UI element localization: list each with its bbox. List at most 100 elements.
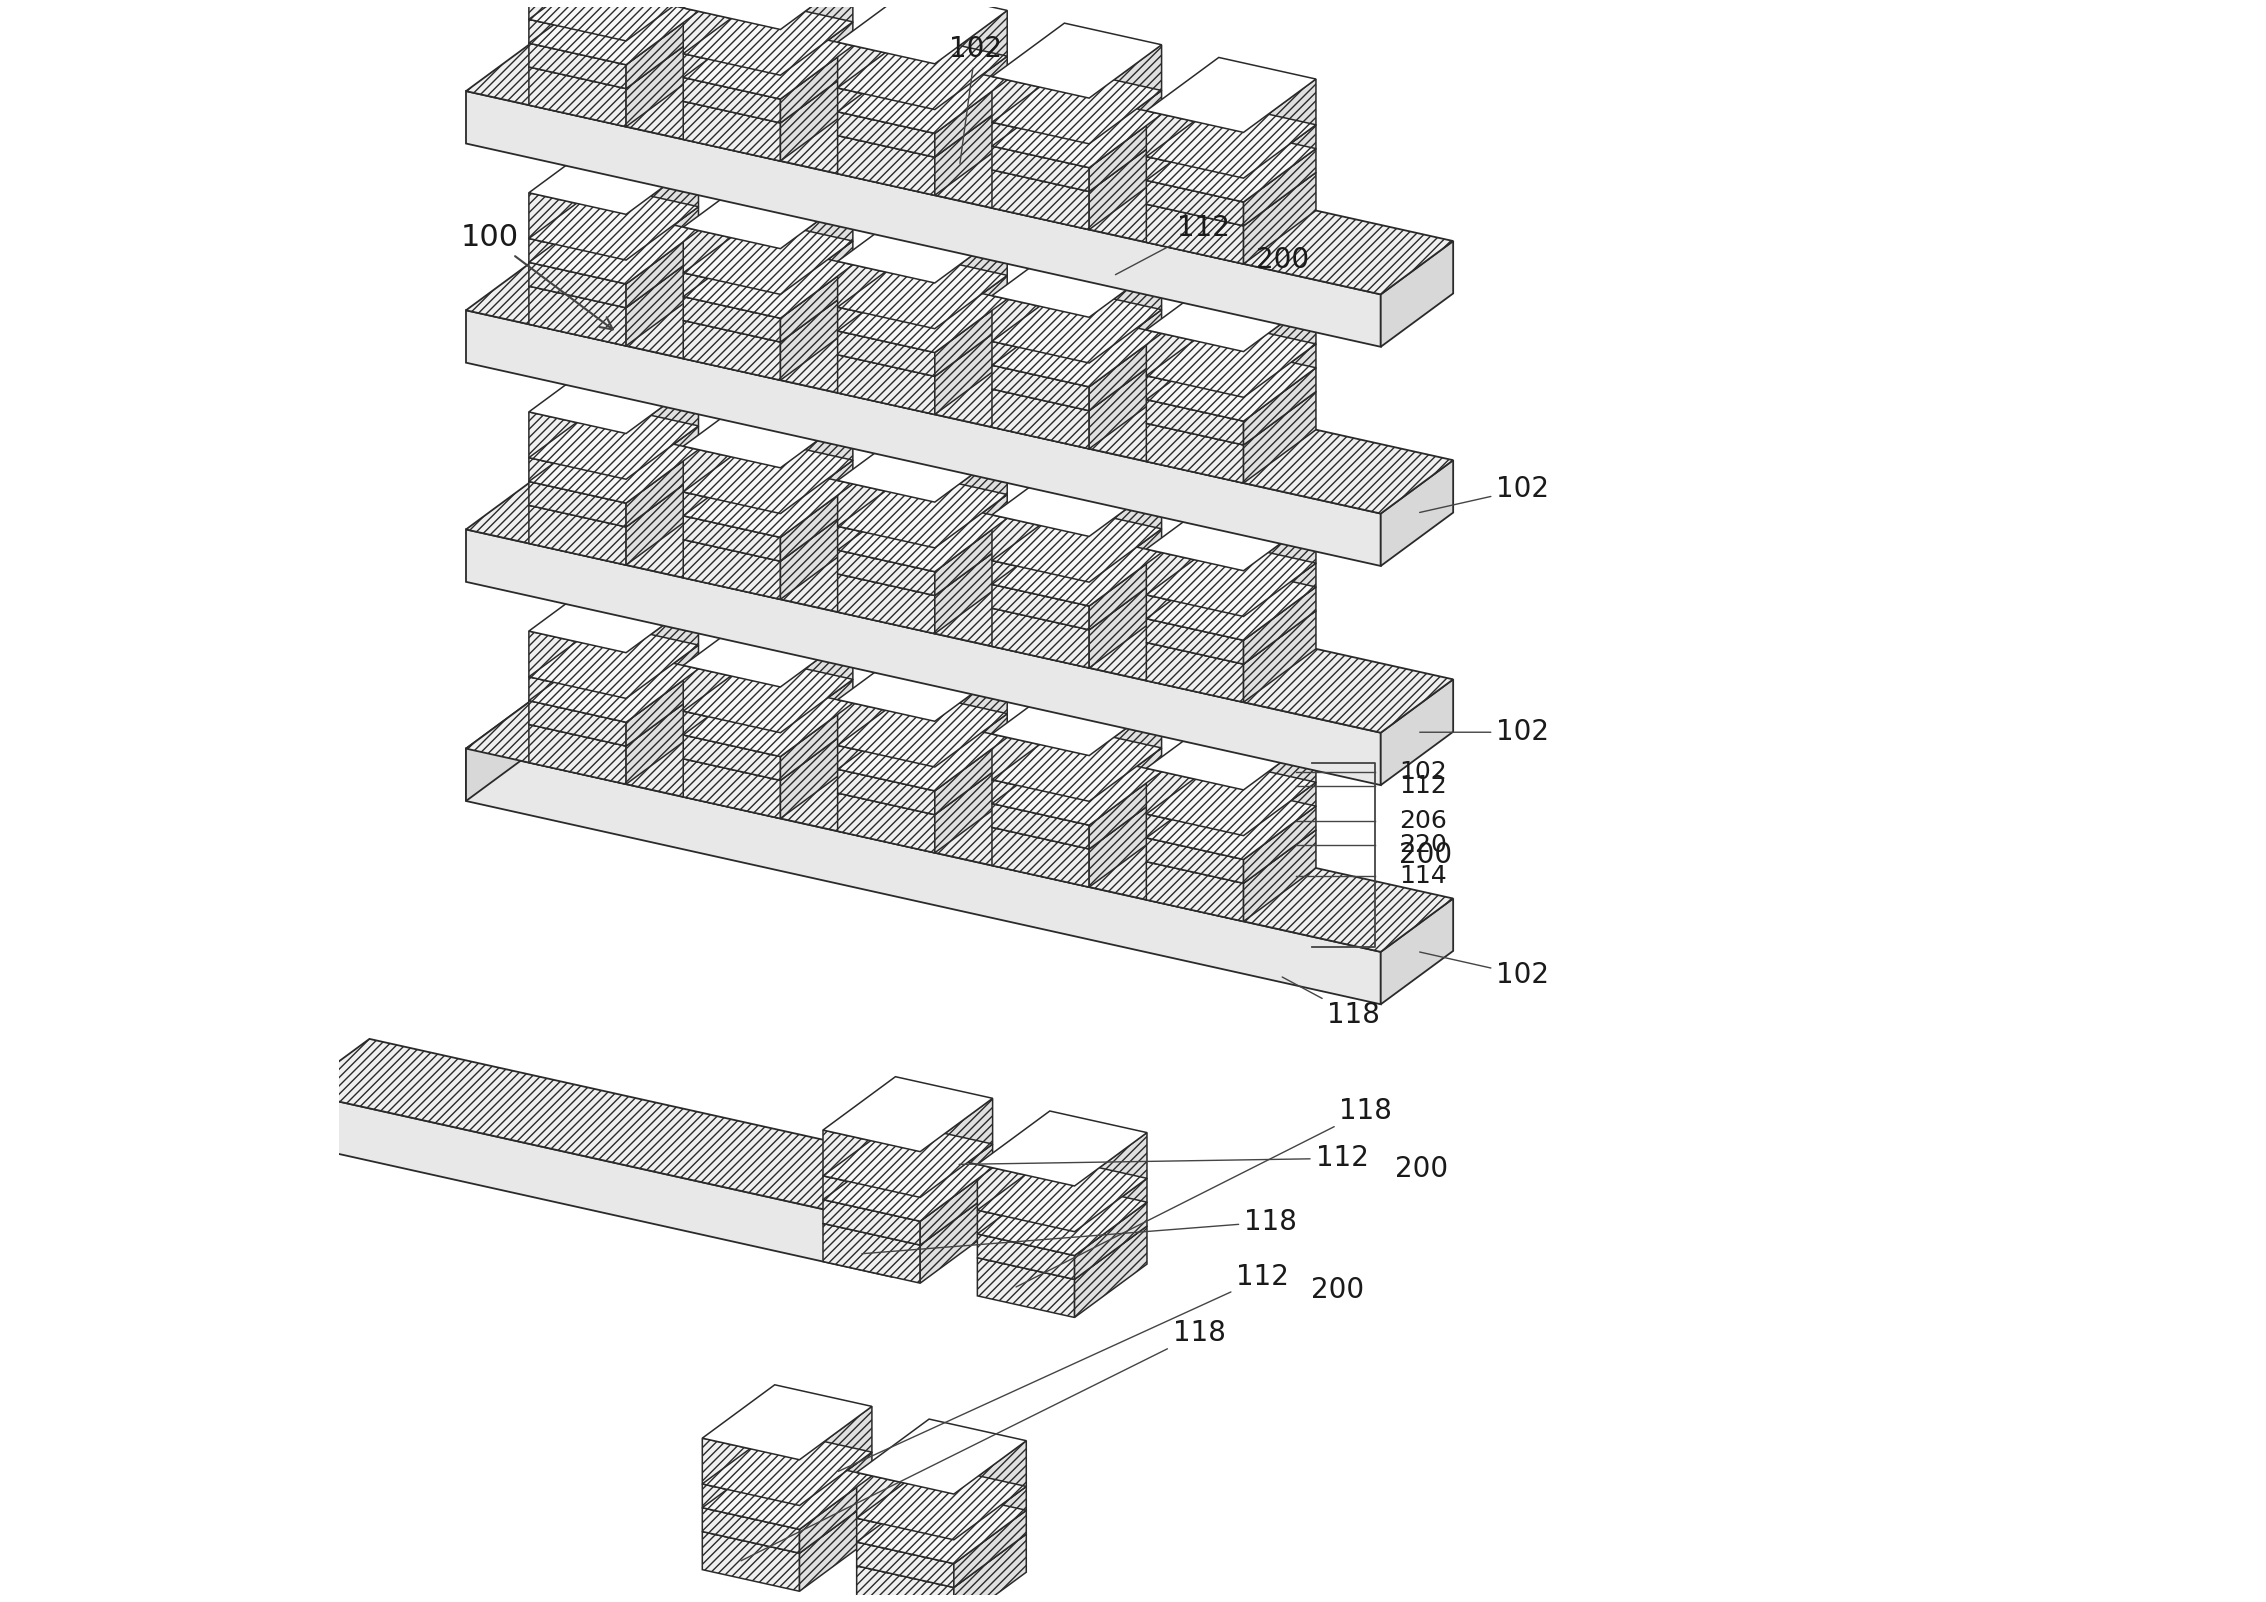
Polygon shape xyxy=(780,415,852,514)
Polygon shape xyxy=(993,117,1162,192)
Polygon shape xyxy=(823,1224,920,1283)
Polygon shape xyxy=(1147,714,1317,790)
Polygon shape xyxy=(780,727,852,819)
Polygon shape xyxy=(625,207,698,284)
Polygon shape xyxy=(780,195,852,295)
Polygon shape xyxy=(993,242,1162,317)
Polygon shape xyxy=(936,737,1006,815)
Polygon shape xyxy=(467,529,1380,785)
Polygon shape xyxy=(993,726,1162,801)
Polygon shape xyxy=(1147,761,1317,836)
Polygon shape xyxy=(1244,562,1317,641)
Polygon shape xyxy=(1147,594,1244,641)
Polygon shape xyxy=(528,482,625,527)
Text: 102: 102 xyxy=(949,35,1002,163)
Polygon shape xyxy=(528,0,625,42)
Polygon shape xyxy=(780,460,852,537)
Polygon shape xyxy=(936,668,1006,767)
Polygon shape xyxy=(467,311,1380,566)
Polygon shape xyxy=(993,734,1090,801)
Polygon shape xyxy=(625,450,698,527)
Polygon shape xyxy=(1090,45,1162,144)
Polygon shape xyxy=(528,700,625,747)
Polygon shape xyxy=(993,312,1162,386)
Polygon shape xyxy=(920,1168,993,1245)
Polygon shape xyxy=(993,554,1162,630)
Polygon shape xyxy=(800,1499,872,1591)
Polygon shape xyxy=(936,276,1006,352)
Polygon shape xyxy=(977,1210,1074,1256)
Polygon shape xyxy=(528,67,625,127)
Polygon shape xyxy=(684,320,780,380)
Polygon shape xyxy=(823,1169,993,1245)
Polygon shape xyxy=(1147,566,1317,641)
Polygon shape xyxy=(993,288,1162,364)
Polygon shape xyxy=(993,77,1090,144)
Polygon shape xyxy=(1090,529,1162,606)
Polygon shape xyxy=(1147,58,1317,133)
Polygon shape xyxy=(1090,748,1162,825)
Polygon shape xyxy=(838,521,1006,596)
Polygon shape xyxy=(528,192,625,260)
Text: 118: 118 xyxy=(741,1318,1226,1560)
Polygon shape xyxy=(993,461,1162,537)
Polygon shape xyxy=(684,0,852,29)
Polygon shape xyxy=(1147,330,1244,397)
Polygon shape xyxy=(1147,541,1317,617)
Polygon shape xyxy=(528,671,698,747)
Polygon shape xyxy=(702,1455,872,1530)
Polygon shape xyxy=(977,1157,1147,1232)
Polygon shape xyxy=(780,264,852,343)
Polygon shape xyxy=(936,324,1006,415)
Polygon shape xyxy=(838,745,936,791)
Polygon shape xyxy=(936,713,1006,791)
Polygon shape xyxy=(1074,1202,1147,1280)
Polygon shape xyxy=(1090,357,1162,449)
Polygon shape xyxy=(528,287,625,346)
Polygon shape xyxy=(1090,90,1162,168)
Polygon shape xyxy=(993,341,1090,386)
Polygon shape xyxy=(800,1475,872,1552)
Polygon shape xyxy=(936,80,1006,157)
Polygon shape xyxy=(1244,610,1317,702)
Polygon shape xyxy=(1244,782,1317,859)
Polygon shape xyxy=(838,793,936,852)
Polygon shape xyxy=(528,239,625,284)
Polygon shape xyxy=(838,574,936,634)
Polygon shape xyxy=(1147,157,1244,202)
Polygon shape xyxy=(625,35,698,127)
Polygon shape xyxy=(528,631,625,698)
Polygon shape xyxy=(1147,862,1244,921)
Polygon shape xyxy=(838,0,1006,64)
Polygon shape xyxy=(780,240,852,319)
Polygon shape xyxy=(780,0,852,75)
Polygon shape xyxy=(1090,796,1162,888)
Polygon shape xyxy=(780,22,852,99)
Polygon shape xyxy=(993,774,1162,849)
Polygon shape xyxy=(838,301,1006,376)
Polygon shape xyxy=(838,58,1006,133)
Polygon shape xyxy=(1147,814,1244,859)
Polygon shape xyxy=(1147,322,1317,397)
Polygon shape xyxy=(838,112,936,157)
Polygon shape xyxy=(528,505,625,566)
Polygon shape xyxy=(467,256,1453,514)
Polygon shape xyxy=(1244,830,1317,921)
Polygon shape xyxy=(684,77,780,123)
Polygon shape xyxy=(1147,549,1244,617)
Polygon shape xyxy=(625,11,698,88)
Polygon shape xyxy=(780,69,852,160)
Polygon shape xyxy=(838,740,1006,815)
Polygon shape xyxy=(528,404,698,479)
Text: 102: 102 xyxy=(1421,952,1550,988)
Polygon shape xyxy=(838,700,936,767)
Polygon shape xyxy=(528,232,698,308)
Polygon shape xyxy=(702,1431,872,1506)
Polygon shape xyxy=(297,1093,891,1277)
Polygon shape xyxy=(528,0,698,64)
Polygon shape xyxy=(838,261,936,328)
Polygon shape xyxy=(838,354,936,415)
Polygon shape xyxy=(528,623,698,698)
Polygon shape xyxy=(1147,769,1244,836)
Text: 206: 206 xyxy=(1398,809,1446,833)
